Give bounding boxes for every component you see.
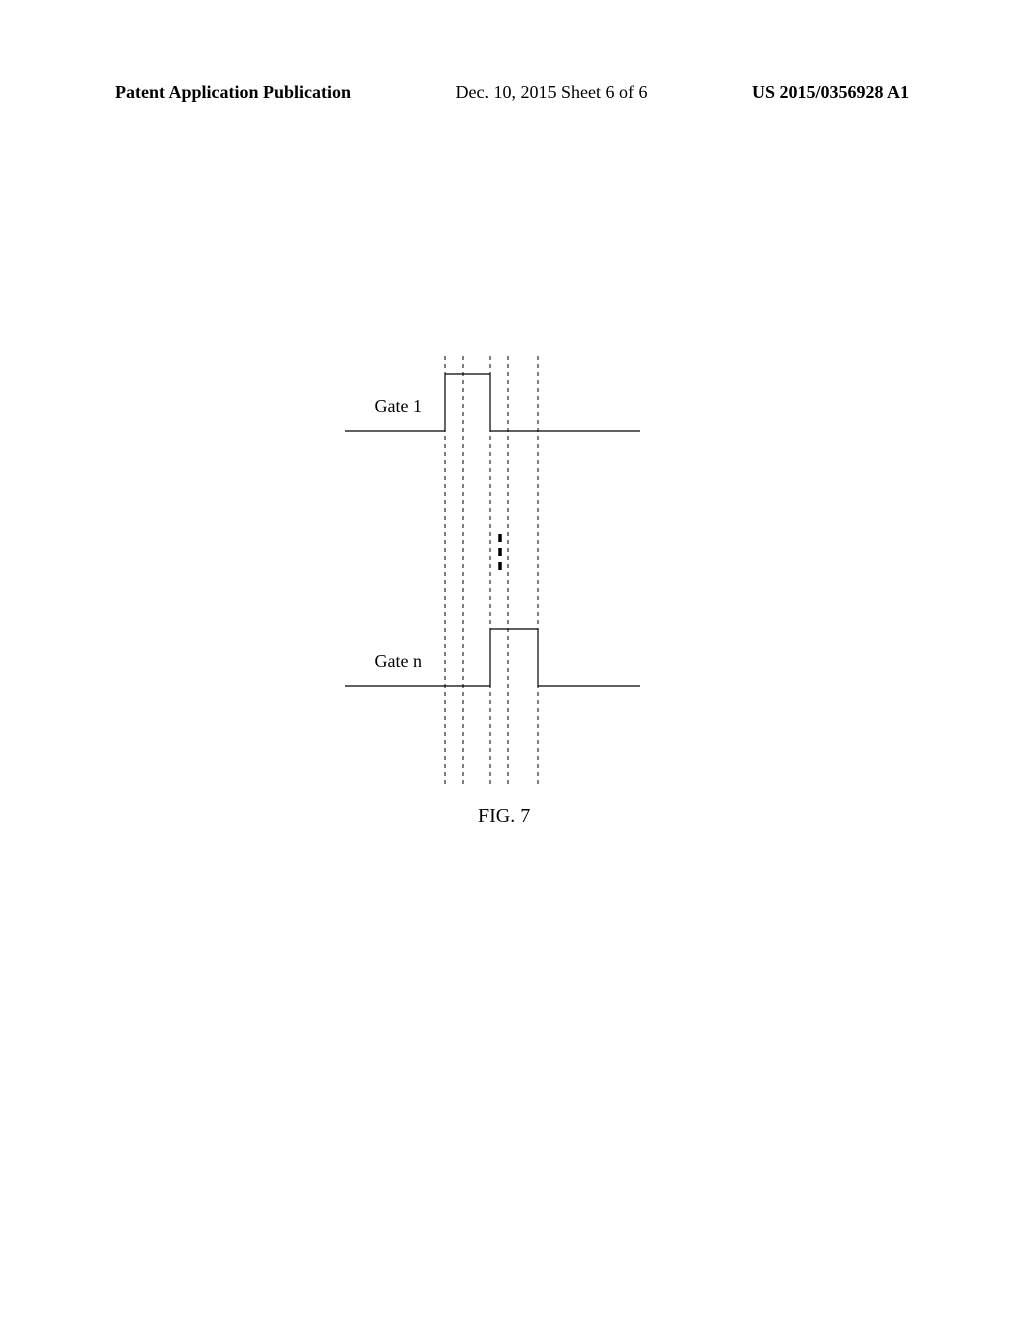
header-publication: Patent Application Publication: [115, 82, 351, 103]
timing-diagram: Gate 1 Gate n: [310, 356, 660, 786]
timing-svg: [310, 356, 660, 786]
header-doc-number: US 2015/0356928 A1: [752, 82, 909, 103]
page-header: Patent Application Publication Dec. 10, …: [0, 82, 1024, 103]
ellipsis-dot: [498, 548, 502, 556]
ellipsis-dot: [498, 562, 502, 570]
figure-caption: FIG. 7: [478, 805, 530, 828]
header-date-sheet: Dec. 10, 2015 Sheet 6 of 6: [456, 82, 648, 103]
gate-1-label: Gate 1: [342, 396, 422, 417]
ellipsis-dot: [498, 534, 502, 542]
page-header-row: Patent Application Publication Dec. 10, …: [115, 82, 909, 103]
gate-n-label: Gate n: [342, 651, 422, 672]
